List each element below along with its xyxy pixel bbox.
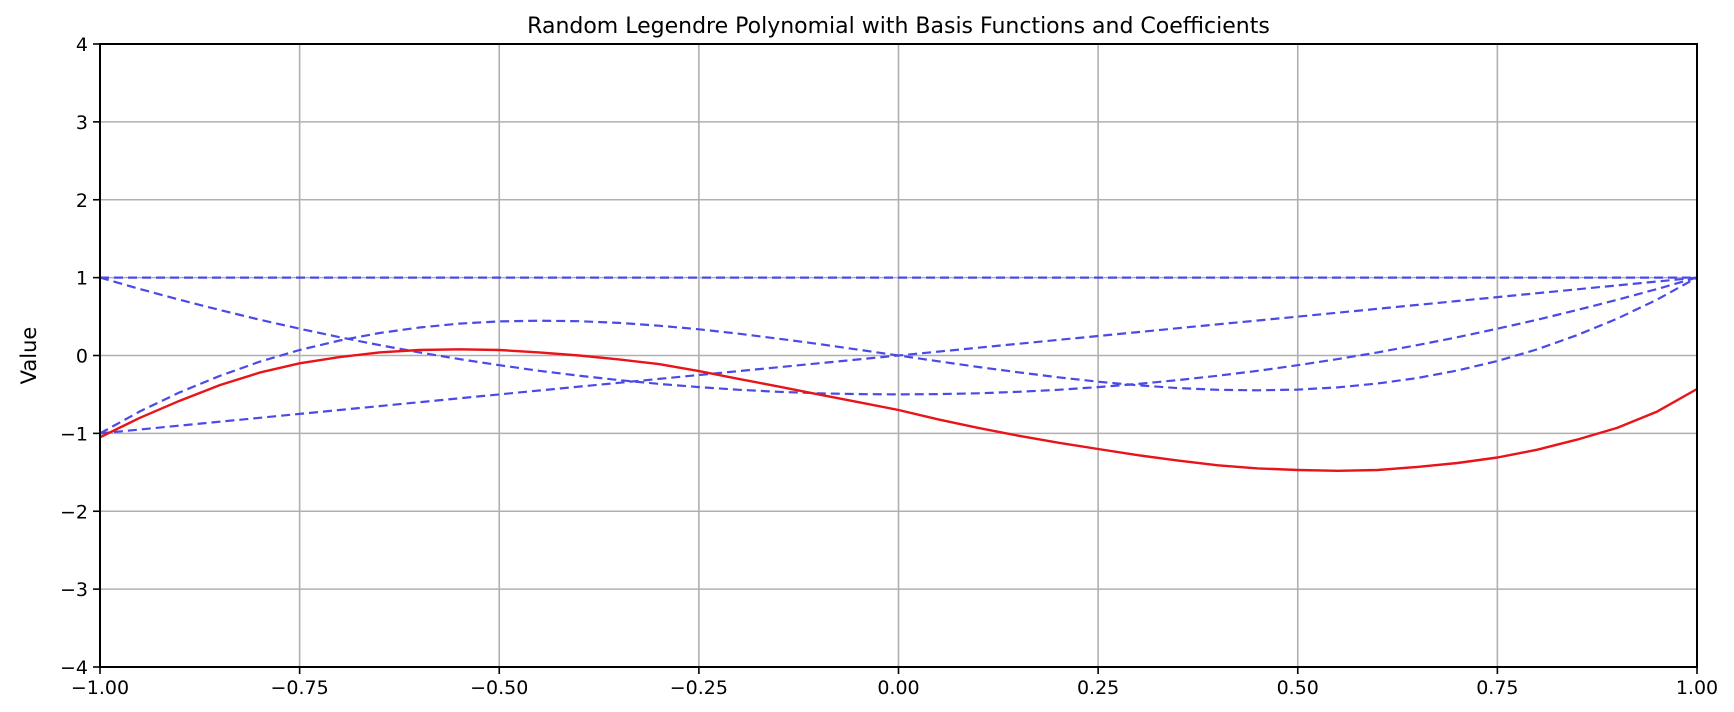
y-tick-label: 4 (76, 34, 88, 56)
polynomial-line (99, 348, 1698, 472)
ticks: −1.00 −0.75 −0.50 −0.25 0.00 0.25 0.50 0.75 1.00… (60, 34, 1718, 699)
x-tick-label: 0.50 (1277, 677, 1319, 699)
basis-function-line-3 (99, 276, 1698, 435)
x-tick-label: 1.00 (1676, 677, 1718, 699)
x-tick-label: −0.50 (470, 677, 528, 699)
y-tick-label: −4 (60, 657, 88, 679)
y-tick-label: −3 (60, 579, 88, 601)
y-tick-label: 1 (76, 268, 88, 290)
y-tick-label: 0 (76, 346, 88, 368)
x-tick-label: 0.25 (1077, 677, 1119, 699)
plot-lines (99, 276, 1698, 472)
y-tick-label: −2 (60, 501, 88, 523)
x-tick-label: −0.25 (670, 677, 728, 699)
y-axis-label: Value (17, 327, 41, 385)
x-tick-label: −0.75 (271, 677, 329, 699)
x-tick-label: 0.00 (877, 677, 919, 699)
y-tick-label: 2 (76, 190, 88, 212)
chart-title: Random Legendre Polynomial with Basis Fu… (527, 14, 1270, 39)
y-tick-label: 3 (76, 112, 88, 134)
x-tick-label: −1.00 (71, 677, 129, 699)
basis-function-line-2 (99, 276, 1698, 396)
y-tick-label: −1 (60, 423, 88, 445)
x-tick-label: 0.75 (1476, 677, 1518, 699)
